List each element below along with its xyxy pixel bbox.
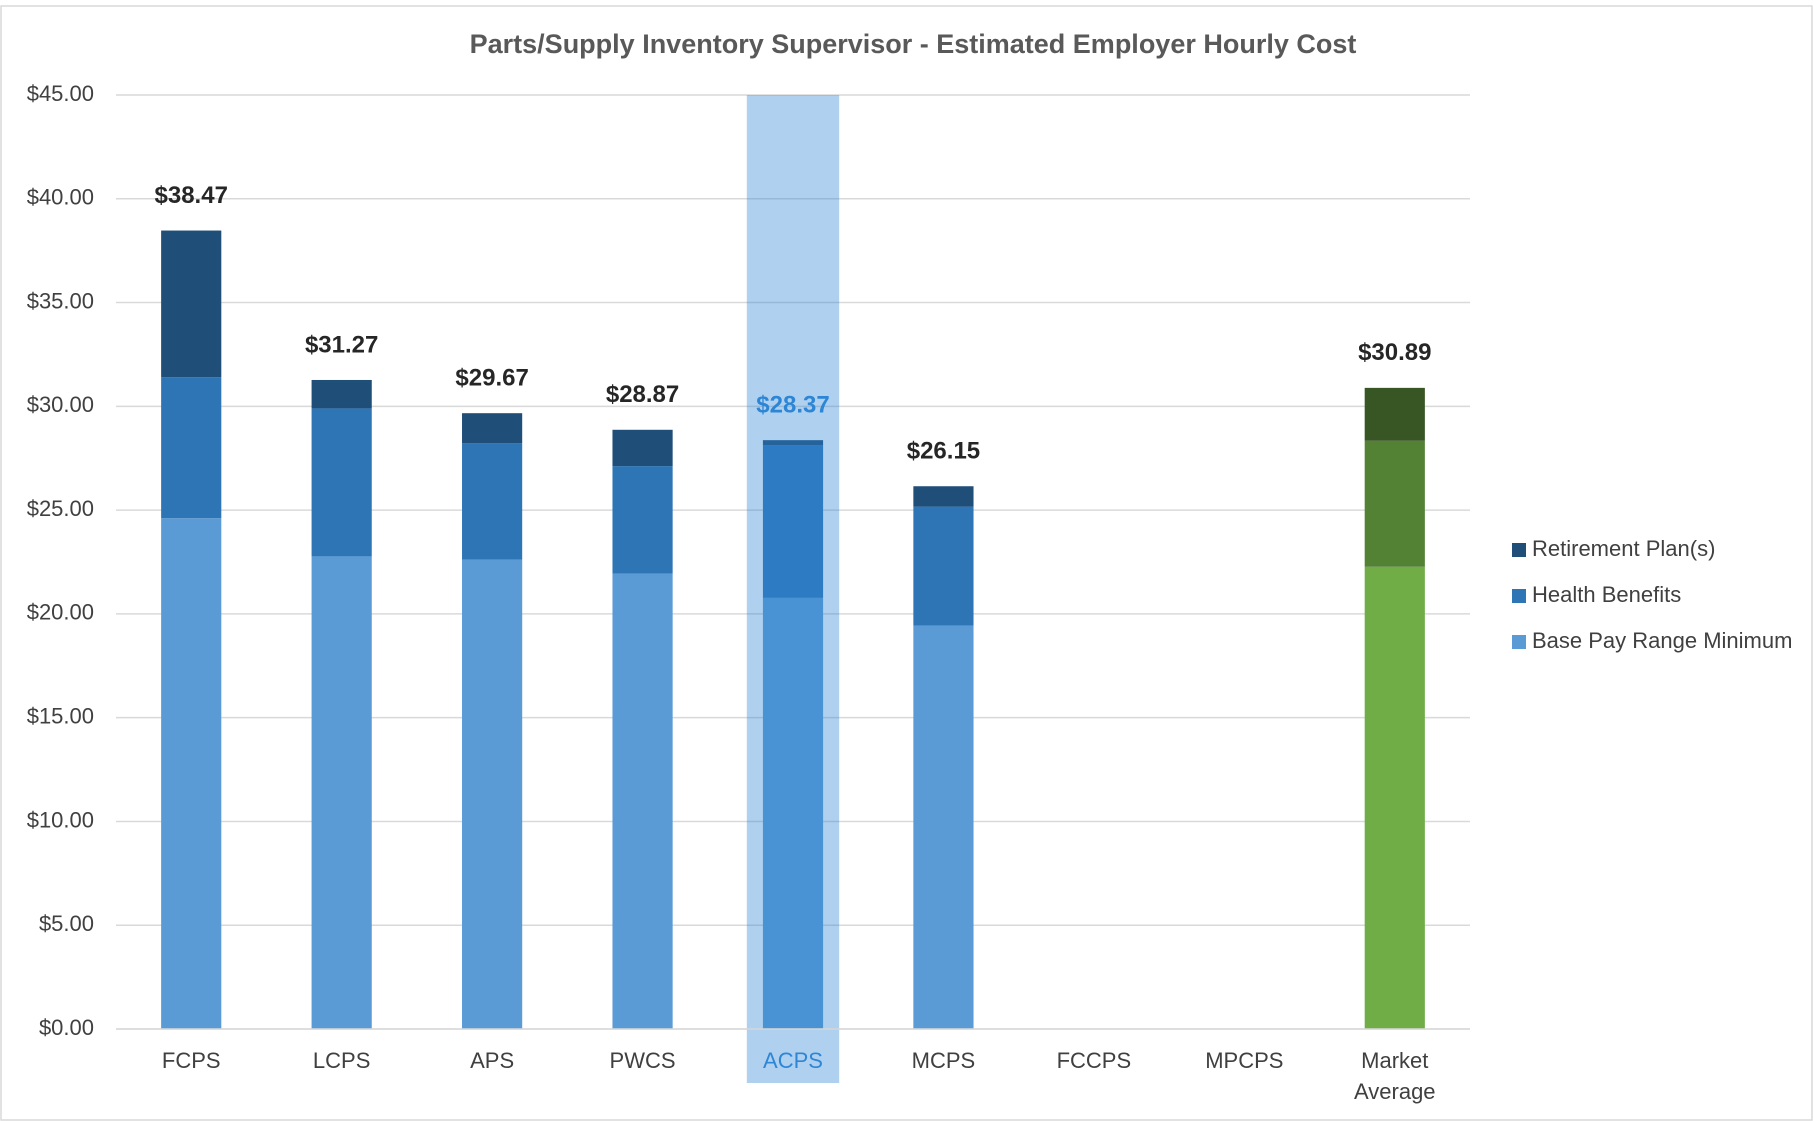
x-tick-label: MPCPS: [1205, 1048, 1283, 1073]
bar-segment: [311, 556, 372, 1029]
total-label: $38.47: [155, 182, 228, 209]
x-tick-label: PWCS: [610, 1048, 676, 1073]
legend-label: Retirement Plan(s): [1532, 536, 1715, 561]
x-tick-label-line: Market: [1361, 1048, 1428, 1073]
bar-segment: [462, 443, 523, 560]
bar-segment: [1364, 566, 1425, 1029]
y-tick-label: $35.00: [27, 288, 94, 313]
x-tick-label: ACPS: [763, 1048, 823, 1073]
bar-segment: [161, 377, 222, 519]
x-tick-label: APS: [470, 1048, 514, 1073]
bar-segment: [311, 379, 372, 409]
y-tick-label: $5.00: [39, 911, 94, 936]
y-tick-label: $25.00: [27, 496, 94, 521]
legend-label: Base Pay Range Minimum: [1532, 628, 1792, 653]
x-tick-label: LCPS: [313, 1048, 370, 1073]
y-tick-label: $45.00: [27, 81, 94, 106]
x-tick-label: Market Average: [1354, 1048, 1436, 1104]
bar-segment: [462, 559, 523, 1029]
bar-segment: [612, 466, 673, 574]
bar-segment: [1364, 440, 1425, 567]
bar-segment: [913, 625, 974, 1029]
bar-segment: [762, 597, 824, 1029]
x-tick-label: FCPS: [162, 1048, 221, 1073]
y-tick-label: $40.00: [27, 185, 94, 210]
y-tick-label: $10.00: [27, 807, 94, 832]
bar-segment: [913, 506, 974, 626]
y-tick-label: $0.00: [39, 1015, 94, 1040]
y-tick-label: $15.00: [27, 703, 94, 728]
y-tick-label: $30.00: [27, 392, 94, 417]
bar-segment: [913, 486, 974, 507]
legend-swatch: [1512, 635, 1526, 649]
bar-segment: [762, 445, 824, 598]
bar-segment: [612, 573, 673, 1029]
bar-segment: [762, 440, 824, 446]
legend-swatch: [1512, 589, 1526, 603]
bar-segment: [161, 230, 222, 378]
total-label: $30.89: [1358, 339, 1431, 366]
total-label: $26.15: [907, 438, 980, 465]
bar-segment: [612, 429, 673, 467]
total-label: $31.27: [305, 331, 378, 358]
total-label: $29.67: [455, 365, 528, 392]
bar-segment: [462, 413, 523, 444]
total-label: $28.37: [756, 392, 829, 419]
legend-swatch: [1512, 543, 1526, 557]
total-label: $28.87: [606, 381, 679, 408]
x-tick-label: FCCPS: [1057, 1048, 1132, 1073]
bar-segment: [1364, 387, 1425, 441]
chart-frame: [0, 5, 1813, 1121]
bar-segment: [311, 408, 372, 557]
x-tick-label: MCPS: [912, 1048, 976, 1073]
legend-label: Health Benefits: [1532, 582, 1681, 607]
bar-segment: [161, 518, 222, 1029]
highlight-box: [746, 95, 840, 1083]
x-tick-label-line: Average: [1354, 1079, 1436, 1104]
chart-title: Parts/Supply Inventory Supervisor - Esti…: [470, 29, 1357, 59]
y-tick-label: $20.00: [27, 600, 94, 625]
